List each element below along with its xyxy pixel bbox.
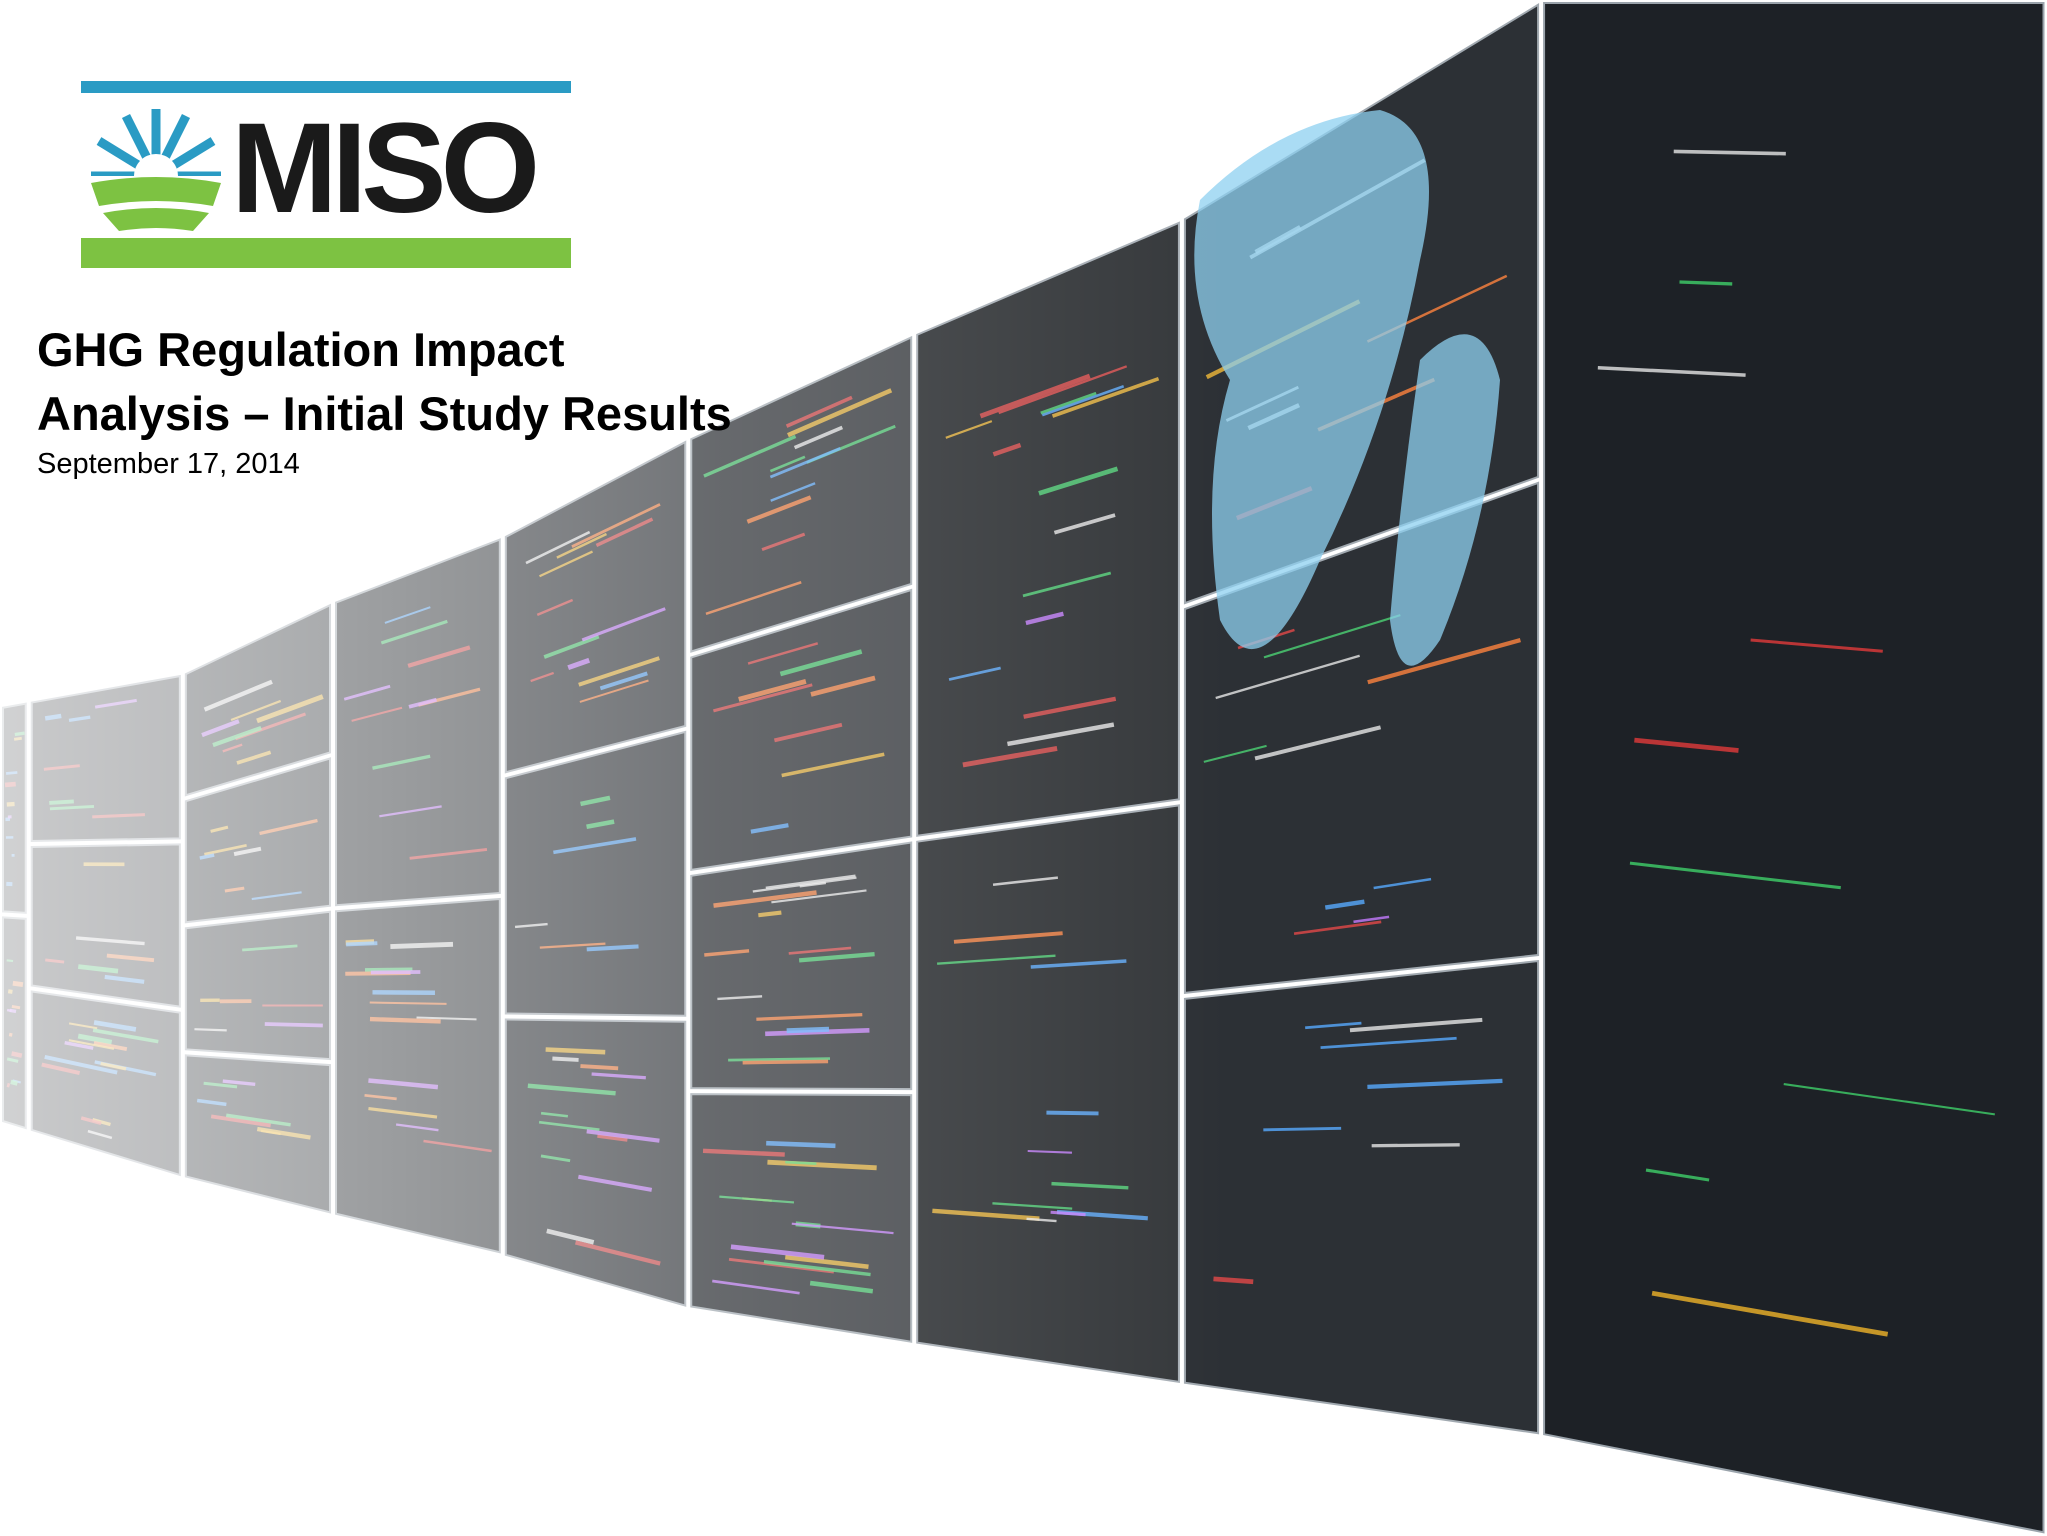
title-line: GHG Regulation Impact [37, 318, 732, 382]
logo-stripe [81, 238, 571, 268]
logo-stripe [81, 81, 571, 93]
logo: MISO [81, 81, 571, 268]
slide-title: GHG Regulation Impact Analysis – Initial… [37, 318, 732, 446]
slide: MISO GHG Regulation Impact Analysis – In… [0, 0, 2047, 1536]
logo-text: MISO [231, 99, 534, 239]
title-line: Analysis – Initial Study Results [37, 382, 732, 446]
logo-mark [81, 101, 231, 241]
slide-date: September 17, 2014 [37, 448, 300, 481]
